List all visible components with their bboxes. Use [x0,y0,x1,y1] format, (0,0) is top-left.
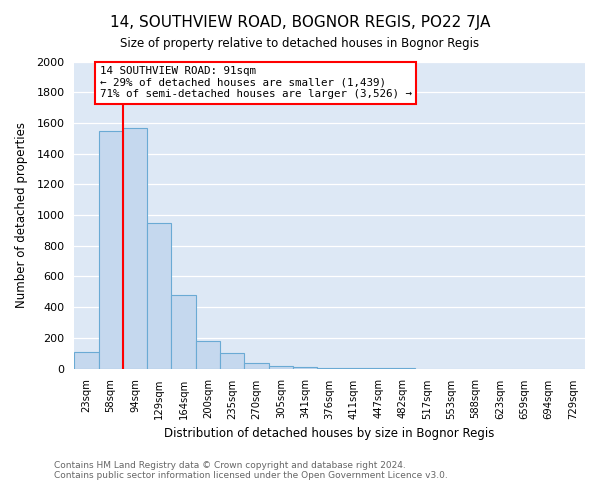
Y-axis label: Number of detached properties: Number of detached properties [15,122,28,308]
Bar [172,295,196,368]
X-axis label: Distribution of detached houses by size in Bognor Regis: Distribution of detached houses by size … [164,427,495,440]
Text: Contains HM Land Registry data © Crown copyright and database right 2024.
Contai: Contains HM Land Registry data © Crown c… [54,460,448,480]
Bar [123,128,147,368]
Bar [98,132,123,368]
Text: 14 SOUTHVIEW ROAD: 91sqm
← 29% of detached houses are smaller (1,439)
71% of sem: 14 SOUTHVIEW ROAD: 91sqm ← 29% of detach… [100,66,412,100]
Bar [220,353,244,368]
Text: Size of property relative to detached houses in Bognor Regis: Size of property relative to detached ho… [121,38,479,51]
Bar [269,366,293,368]
Bar [74,352,98,368]
Bar [196,341,220,368]
Bar [147,222,172,368]
Text: 14, SOUTHVIEW ROAD, BOGNOR REGIS, PO22 7JA: 14, SOUTHVIEW ROAD, BOGNOR REGIS, PO22 7… [110,15,490,30]
Bar [244,363,269,368]
